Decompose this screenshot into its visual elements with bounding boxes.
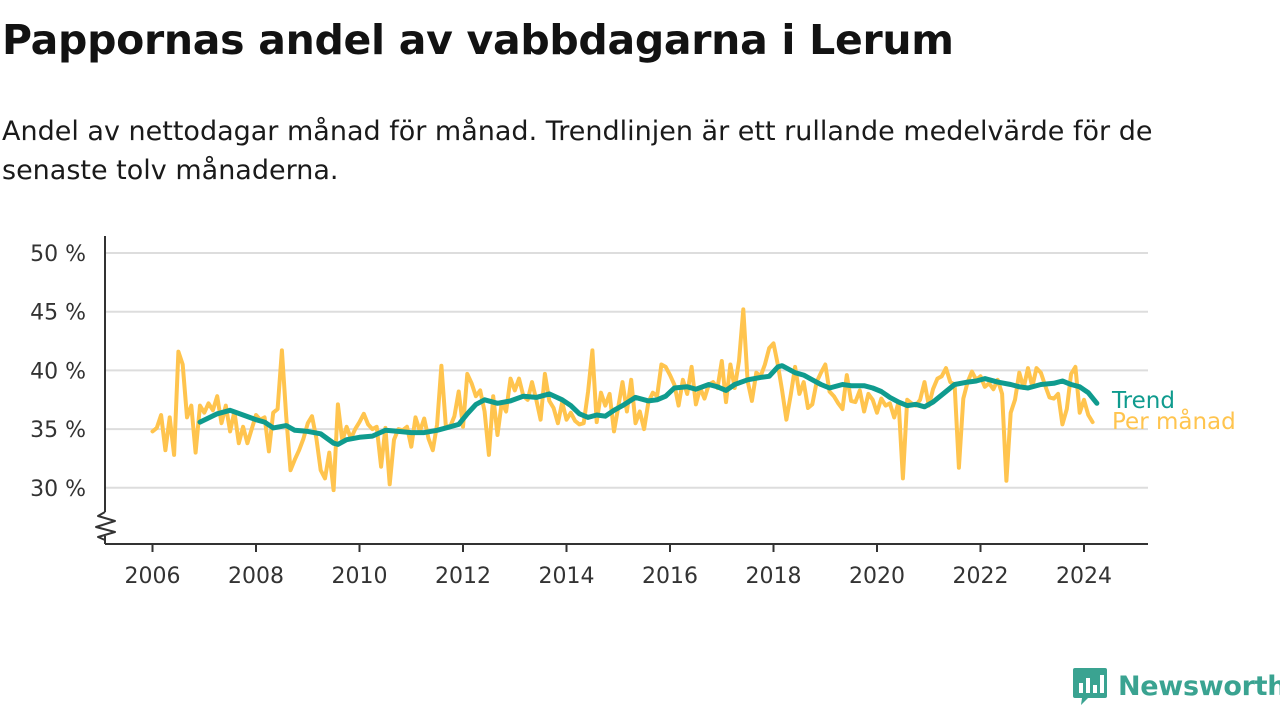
y-tick-label: 50 % bbox=[30, 242, 86, 267]
y-tick-label: 40 % bbox=[30, 359, 86, 384]
axes bbox=[95, 236, 1148, 545]
x-axis-ticks: 2006 2008 2010 2012 2014 2016 2018 2020 2022 2024 bbox=[125, 544, 1112, 589]
brand-name: Newsworthy bbox=[1118, 670, 1280, 702]
x-tick-label: 2012 bbox=[435, 564, 491, 589]
x-tick-label: 2020 bbox=[849, 564, 905, 589]
x-tick-label: 2018 bbox=[746, 564, 802, 589]
y-tick-label: 30 % bbox=[30, 477, 86, 502]
x-tick-label: 2016 bbox=[642, 564, 698, 589]
chart-title: Pappornas andel av vabbdagarna i Lerum bbox=[2, 16, 954, 64]
series-lines bbox=[150, 307, 1100, 493]
x-tick-label: 2006 bbox=[125, 564, 181, 589]
y-tick-label: 45 % bbox=[30, 301, 86, 326]
grid-lines bbox=[105, 252, 1148, 489]
newsworthy-brand: Newsworthy bbox=[1072, 664, 1280, 708]
newsworthy-logo-icon bbox=[1073, 668, 1107, 705]
axis-break-icon bbox=[95, 511, 116, 541]
series-line-trend bbox=[197, 363, 1100, 447]
series-line-per-månad bbox=[150, 307, 1095, 493]
x-tick-label: 2022 bbox=[953, 564, 1009, 589]
x-tick-label: 2010 bbox=[332, 564, 388, 589]
y-tick-label: 35 % bbox=[30, 418, 86, 443]
x-tick-label: 2014 bbox=[539, 564, 595, 589]
x-tick-label: 2024 bbox=[1056, 564, 1112, 589]
chart-subtitle: Andel av nettodagar månad för månad. Tre… bbox=[2, 116, 1153, 186]
series-label: Trend bbox=[1111, 388, 1175, 414]
y-axis-ticks: 30 % 35 % 40 % 45 % 50 % bbox=[30, 242, 86, 502]
x-tick-label: 2008 bbox=[228, 564, 284, 589]
series-label: Per månad bbox=[1112, 407, 1236, 435]
